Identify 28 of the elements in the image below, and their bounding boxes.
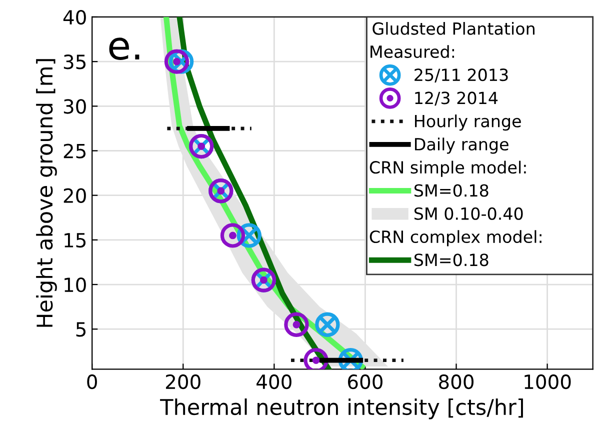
legend-label: Daily range: [415, 138, 508, 154]
x-tick-label: 0: [87, 374, 97, 390]
x-axis-title: Thermal neutron intensity [cts/hr]: [160, 398, 523, 420]
y-tick-label: 35: [64, 54, 86, 70]
x-tick-label: 800: [439, 374, 474, 390]
y-tick-label: 15: [64, 233, 86, 248]
legend-label: SM=0.18: [414, 254, 488, 266]
y-axis-title: Height above ground [m]: [36, 59, 57, 327]
y-tick-label: 40: [63, 10, 86, 25]
annotation: CRN complex model:: [370, 230, 542, 246]
y-tick-label: 25: [64, 144, 86, 158]
legend-label: Hourly range: [415, 114, 521, 131]
y-tick-label: 10: [64, 277, 86, 292]
x-tick-label: 600: [348, 374, 382, 390]
x-tick-label: 1000: [524, 374, 571, 390]
annotation: CRN simple model:: [370, 160, 526, 177]
legend-label: SM=0.18: [414, 184, 488, 197]
y-tick-label: 30: [64, 99, 86, 114]
x-tick-label: 200: [166, 374, 200, 390]
annotation: Measured:: [370, 45, 454, 58]
legend-label: SM 0.10-0.40: [414, 207, 523, 220]
y-tick-label: 20: [64, 188, 86, 203]
y-tick-label: 5: [76, 322, 86, 337]
annotation: e.: [109, 38, 140, 60]
legend-label: 12/3 2014: [415, 92, 498, 106]
legend-title: Gludsted Plantation: [372, 22, 534, 35]
legend-label: 25/11 2013: [414, 68, 508, 82]
x-tick-label: 400: [256, 374, 292, 390]
